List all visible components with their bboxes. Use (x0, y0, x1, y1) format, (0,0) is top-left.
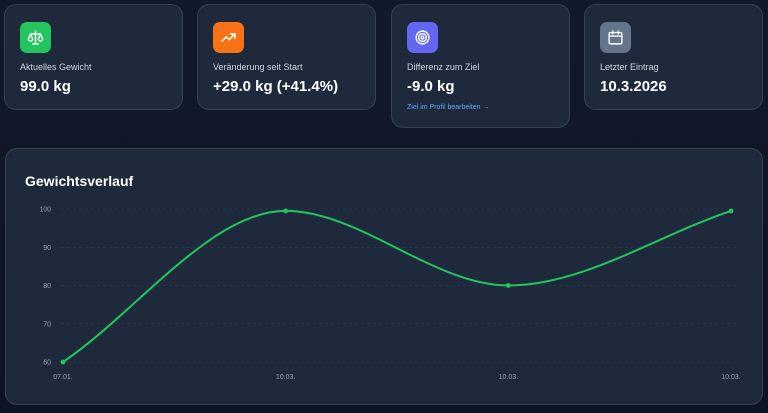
data-point (283, 208, 289, 214)
weight-line-chart: 60 70 80 90 100 07.01. 10.03. 10.03. 10.03. (39, 207, 741, 382)
x-tick-label: 10.03. (499, 374, 519, 381)
stat-card-last-entry: Letzter Eintrag 10.3.2026 (584, 4, 763, 110)
target-icon (407, 22, 438, 53)
chart-title: Gewichtsverlauf (25, 173, 134, 189)
y-tick-label: 80 (43, 283, 51, 290)
data-point (60, 359, 66, 365)
stat-label: Veränderung seit Start (213, 62, 303, 72)
stat-value: -9.0 kg (407, 78, 455, 95)
x-tick-label: 10.03. (276, 374, 296, 381)
stat-value: 10.3.2026 (600, 78, 667, 95)
x-tick-label: 07.01. (53, 374, 73, 381)
edit-goal-link[interactable]: Ziel im Profil bearbeiten → (407, 104, 490, 111)
data-point (728, 208, 734, 214)
weight-chart-card: Gewichtsverlauf 60 70 80 90 100 07.01. 10.03. 1… (5, 148, 763, 405)
trending-up-icon (213, 22, 244, 53)
y-tick-label: 100 (39, 207, 51, 214)
x-tick-label: 10.03. (721, 374, 741, 381)
stat-value: +29.0 kg (+41.4%) (213, 78, 339, 95)
stat-label: Aktuelles Gewicht (20, 62, 92, 72)
data-point (505, 283, 511, 288)
y-tick-label: 70 (43, 321, 51, 328)
stat-card-goal-difference: Differenz zum Ziel -9.0 kg Ziel im Profi… (391, 4, 570, 128)
stat-card-change-since-start: Veränderung seit Start +29.0 kg (+41.4%) (197, 4, 376, 110)
stat-label: Differenz zum Ziel (407, 62, 480, 72)
scale-icon (20, 22, 51, 53)
y-tick-label: 90 (43, 245, 51, 252)
weight-series-line (62, 209, 732, 363)
calendar-icon (600, 22, 631, 53)
stat-value: 99.0 kg (20, 78, 71, 95)
stat-label: Letzter Eintrag (600, 62, 659, 72)
y-tick-label: 60 (43, 360, 51, 367)
stat-card-current-weight: Aktuelles Gewicht 99.0 kg (4, 4, 183, 110)
